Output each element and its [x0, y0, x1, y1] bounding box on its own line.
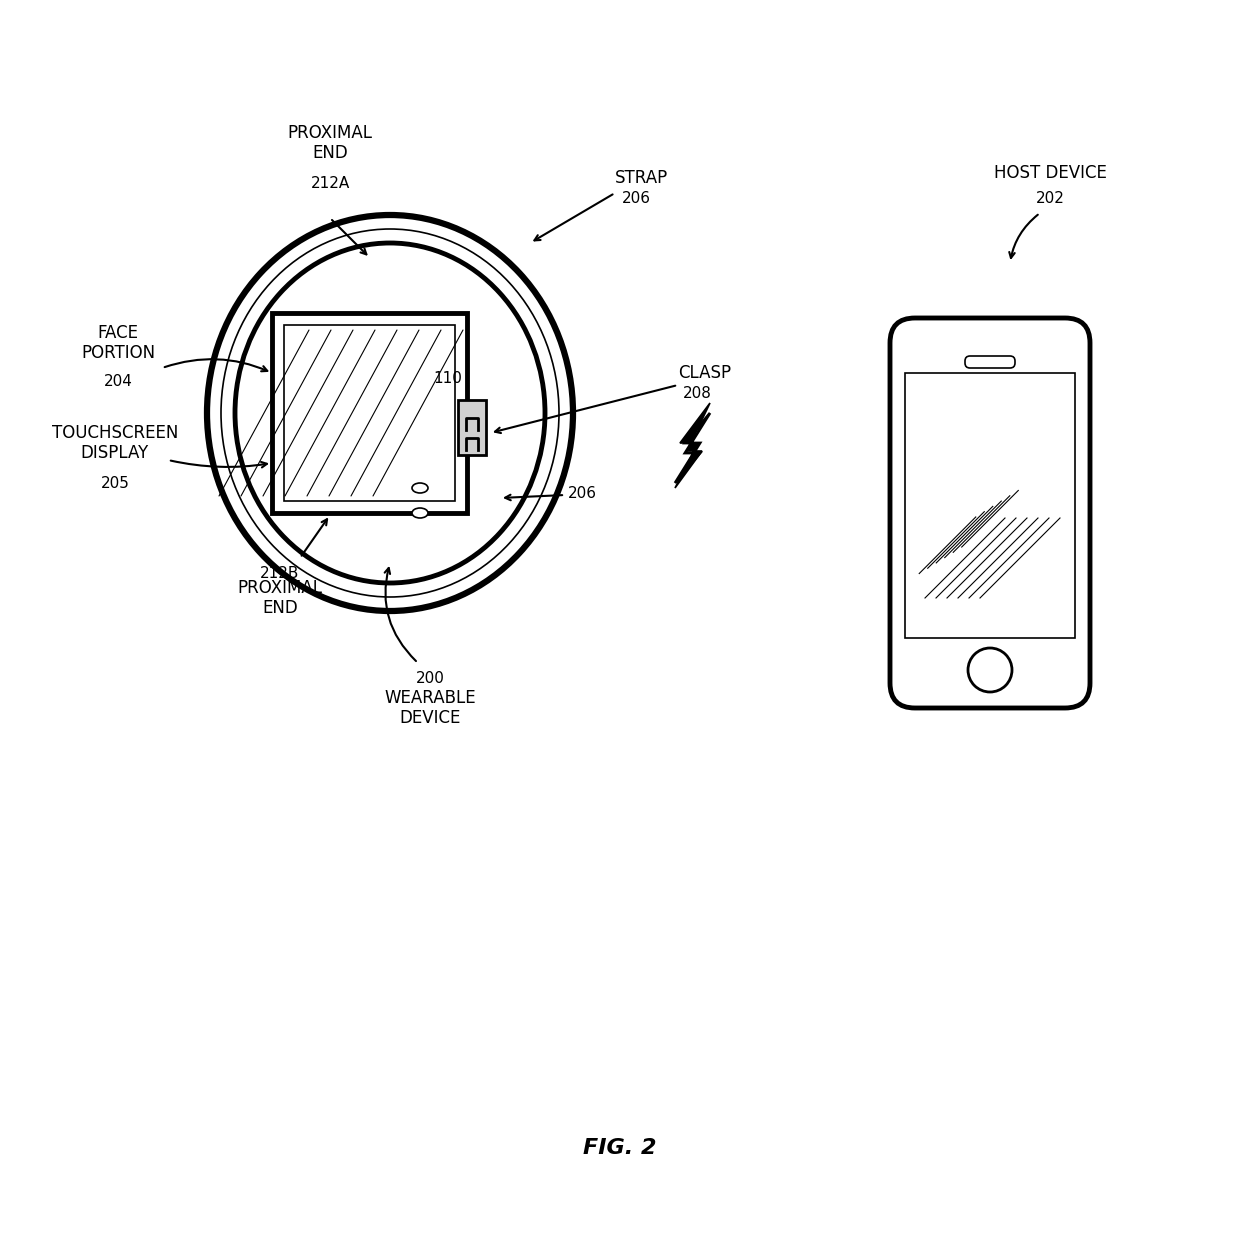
Text: 110: 110: [434, 370, 463, 385]
Polygon shape: [675, 403, 711, 488]
Bar: [905, 373, 1075, 638]
Text: 208: 208: [683, 385, 712, 400]
Ellipse shape: [412, 508, 428, 518]
Ellipse shape: [412, 484, 428, 493]
Text: 212B: 212B: [260, 566, 300, 580]
Bar: [272, 313, 467, 513]
Text: 205: 205: [100, 476, 129, 491]
Text: 206: 206: [568, 486, 596, 501]
Text: CLASP: CLASP: [678, 364, 732, 382]
Text: PROXIMAL
END: PROXIMAL END: [288, 123, 372, 163]
Text: 206: 206: [622, 190, 651, 205]
Text: FIG. 2: FIG. 2: [583, 1139, 657, 1158]
Text: 202: 202: [1035, 190, 1064, 205]
Text: PROXIMAL
END: PROXIMAL END: [238, 578, 322, 618]
Text: WEARABLE
DEVICE: WEARABLE DEVICE: [384, 689, 476, 727]
Ellipse shape: [236, 242, 546, 583]
Text: 200: 200: [415, 670, 444, 685]
Bar: [458, 400, 486, 455]
Text: STRAP: STRAP: [615, 169, 668, 186]
Text: TOUCHSCREEN
DISPLAY: TOUCHSCREEN DISPLAY: [52, 424, 179, 462]
FancyBboxPatch shape: [890, 318, 1090, 709]
Text: 204: 204: [104, 373, 133, 389]
Text: HOST DEVICE: HOST DEVICE: [993, 164, 1106, 181]
Text: 212A: 212A: [310, 175, 350, 190]
Bar: [284, 324, 455, 501]
Polygon shape: [675, 413, 711, 484]
Text: FACE
PORTION: FACE PORTION: [81, 323, 155, 363]
